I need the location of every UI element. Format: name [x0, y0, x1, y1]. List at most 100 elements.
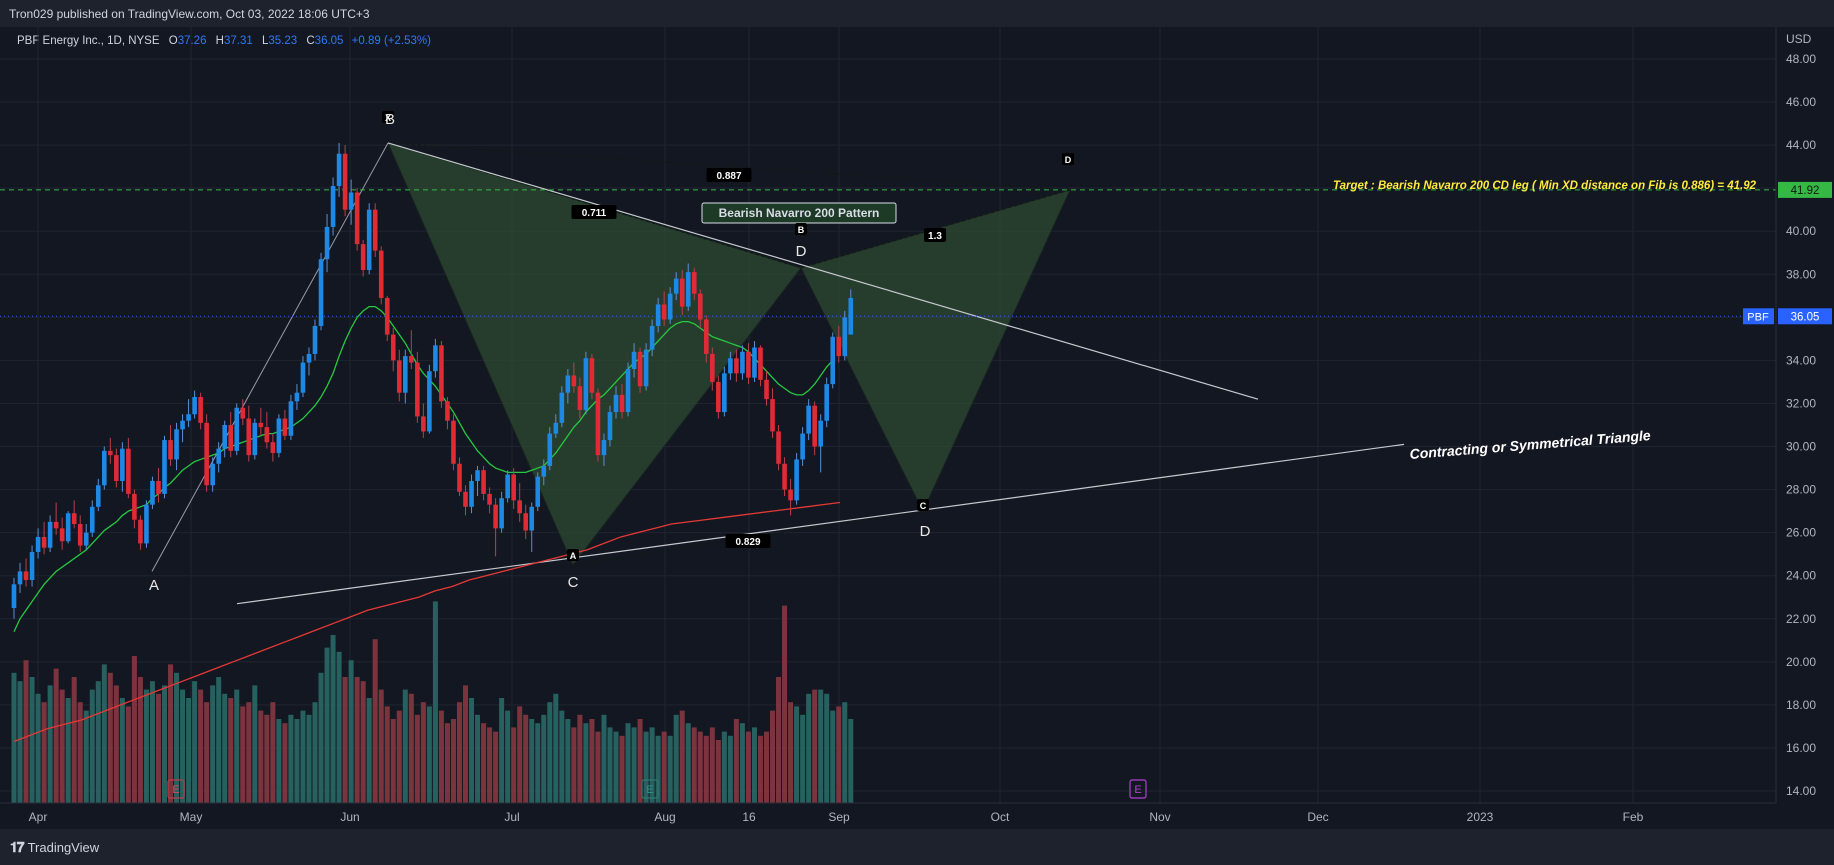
- candle-body[interactable]: [523, 513, 528, 531]
- candle-body[interactable]: [174, 429, 179, 460]
- candle-body[interactable]: [625, 369, 631, 413]
- earnings-marker[interactable]: E: [1134, 784, 1141, 796]
- candle-body[interactable]: [246, 418, 252, 456]
- candle-body[interactable]: [559, 392, 565, 423]
- candle-body[interactable]: [553, 422, 559, 434]
- earnings-marker-box[interactable]: [167, 779, 185, 799]
- candle-body[interactable]: [794, 459, 799, 501]
- candle-body[interactable]: [764, 379, 769, 400]
- candle-body[interactable]: [240, 407, 246, 419]
- candle-body[interactable]: [216, 448, 221, 464]
- candle-body[interactable]: [192, 397, 197, 415]
- candle-body[interactable]: [336, 153, 342, 187]
- candle-body[interactable]: [571, 375, 577, 387]
- candle-body[interactable]: [433, 345, 438, 372]
- candle-body[interactable]: [288, 401, 294, 436]
- candle-body[interactable]: [342, 153, 348, 210]
- candle-body[interactable]: [481, 470, 486, 494]
- candle-body[interactable]: [294, 392, 300, 402]
- candle-body[interactable]: [23, 571, 29, 581]
- candle-body[interactable]: [499, 498, 504, 529]
- candle-body[interactable]: [306, 353, 312, 363]
- candle-body[interactable]: [409, 356, 414, 363]
- candle-body[interactable]: [649, 325, 655, 350]
- candle-body[interactable]: [150, 480, 155, 505]
- candle-body[interactable]: [607, 412, 613, 441]
- symbol-name[interactable]: PBF Energy Inc., 1D, NYSE: [17, 35, 160, 47]
- candle-body[interactable]: [396, 360, 402, 393]
- candle-body[interactable]: [734, 358, 739, 374]
- candle-body[interactable]: [439, 345, 444, 402]
- candle-body[interactable]: [421, 416, 426, 432]
- candle-body[interactable]: [83, 532, 89, 546]
- candle-body[interactable]: [493, 504, 498, 529]
- candle-body[interactable]: [378, 250, 384, 298]
- earnings-marker-box[interactable]: [641, 779, 659, 799]
- candle-body[interactable]: [11, 584, 17, 608]
- candle-body[interactable]: [222, 425, 227, 449]
- candle-body[interactable]: [655, 304, 661, 326]
- price-chart[interactable]: 0.887 0.711 1.3 0.829 Bearish Navarro 200 Pa…: [0, 27, 1834, 829]
- candle-body[interactable]: [120, 448, 125, 481]
- candle-body[interactable]: [234, 407, 240, 451]
- candle-body[interactable]: [469, 480, 474, 507]
- candle-body[interactable]: [89, 506, 95, 533]
- candle-body[interactable]: [619, 394, 625, 413]
- candle-body[interactable]: [601, 440, 607, 456]
- candle-body[interactable]: [282, 418, 288, 436]
- candle-body[interactable]: [372, 209, 378, 251]
- candle-body[interactable]: [198, 397, 203, 423]
- candle-body[interactable]: [848, 297, 854, 335]
- candle-body[interactable]: [806, 405, 811, 434]
- candle-body[interactable]: [613, 394, 619, 413]
- candle-body[interactable]: [300, 362, 306, 393]
- candle-body[interactable]: [210, 463, 215, 486]
- candle-body[interactable]: [162, 440, 167, 494]
- candle-body[interactable]: [264, 427, 270, 443]
- candle-body[interactable]: [529, 506, 535, 531]
- candle-body[interactable]: [348, 192, 354, 210]
- earnings-marker-box[interactable]: [1129, 779, 1147, 799]
- candle-body[interactable]: [65, 513, 71, 542]
- candle-body[interactable]: [812, 405, 817, 447]
- candle-body[interactable]: [595, 392, 601, 456]
- candle-body[interactable]: [114, 455, 119, 481]
- candle-body[interactable]: [427, 371, 432, 432]
- candle-body[interactable]: [35, 536, 41, 553]
- candle-body[interactable]: [384, 297, 390, 335]
- candle-body[interactable]: [770, 399, 775, 432]
- earnings-marker[interactable]: E: [646, 784, 653, 796]
- candle-body[interactable]: [102, 450, 107, 486]
- candle-body[interactable]: [800, 433, 805, 460]
- candle-body[interactable]: [842, 317, 848, 357]
- candle-body[interactable]: [818, 420, 823, 447]
- candle-body[interactable]: [511, 474, 516, 501]
- candle-body[interactable]: [59, 528, 65, 542]
- candle-body[interactable]: [716, 381, 721, 413]
- candle-body[interactable]: [228, 425, 234, 451]
- candle-body[interactable]: [487, 493, 492, 505]
- tradingview-logo[interactable]: 𝟏𝟕 TradingView: [10, 839, 99, 856]
- candle-body[interactable]: [679, 278, 685, 307]
- candle-body[interactable]: [360, 244, 366, 270]
- candle-body[interactable]: [445, 401, 450, 421]
- candle-body[interactable]: [451, 420, 456, 464]
- candle-body[interactable]: [776, 431, 781, 464]
- candle-body[interactable]: [144, 504, 149, 544]
- candle-body[interactable]: [463, 491, 468, 507]
- candle-body[interactable]: [631, 351, 637, 370]
- candle-body[interactable]: [354, 192, 360, 245]
- candle-body[interactable]: [673, 278, 679, 294]
- candle-body[interactable]: [168, 440, 173, 460]
- candle-body[interactable]: [824, 384, 829, 421]
- candle-body[interactable]: [830, 336, 836, 385]
- candle-body[interactable]: [836, 336, 842, 357]
- candle-body[interactable]: [457, 463, 462, 492]
- candle-body[interactable]: [758, 347, 763, 380]
- candle-body[interactable]: [270, 442, 276, 453]
- candle-body[interactable]: [132, 493, 137, 520]
- candle-body[interactable]: [108, 450, 113, 456]
- candle-body[interactable]: [71, 513, 77, 525]
- candle-body[interactable]: [535, 476, 541, 507]
- candle-body[interactable]: [41, 536, 47, 548]
